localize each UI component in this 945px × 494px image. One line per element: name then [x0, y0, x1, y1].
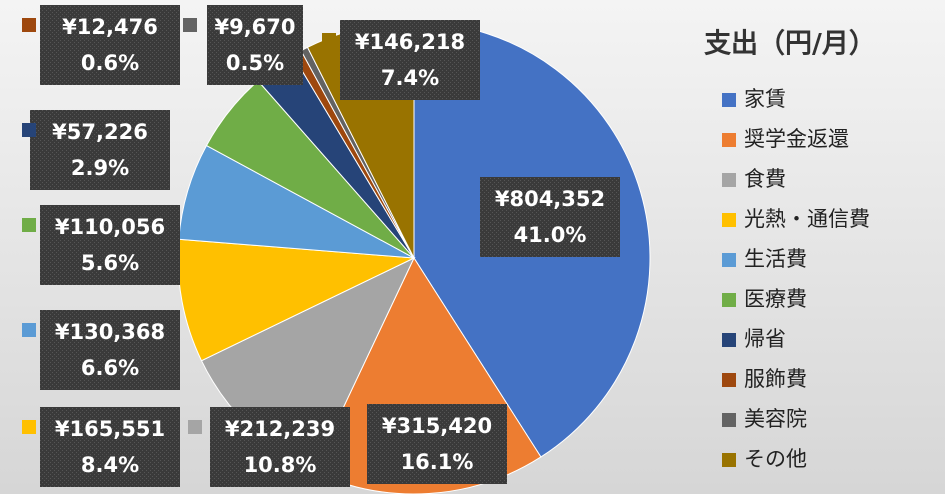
data-label-percent: 8.4% — [81, 453, 139, 477]
data-label-key — [22, 420, 36, 434]
data-label-percent: 2.9% — [71, 156, 129, 180]
data-label-box — [40, 310, 180, 390]
data-label-percent: 6.6% — [81, 356, 139, 380]
legend-label: 奨学金返還 — [744, 127, 849, 151]
data-label-percent: 16.1% — [401, 450, 474, 474]
data-label-value: ¥146,218 — [355, 30, 465, 54]
legend-swatch — [722, 333, 736, 347]
data-label-value: ¥12,476 — [62, 15, 158, 39]
data-label-box — [340, 20, 480, 100]
data-label-box — [40, 5, 180, 85]
legend-label: 服飾費 — [744, 367, 807, 391]
legend-swatch — [722, 93, 736, 107]
data-label-percent: 5.6% — [81, 251, 139, 275]
data-label-value: ¥57,226 — [52, 120, 148, 144]
legend-label: 帰省 — [744, 327, 786, 351]
data-label-value: ¥110,056 — [55, 215, 165, 239]
data-label-key — [22, 18, 36, 32]
data-label-key — [183, 18, 197, 32]
legend-swatch — [722, 413, 736, 427]
legend-label: 美容院 — [744, 407, 807, 431]
legend-swatch — [722, 133, 736, 147]
legend-label: その他 — [744, 447, 807, 471]
data-label-percent: 41.0% — [514, 223, 587, 247]
data-label-key — [188, 420, 202, 434]
data-label-box — [30, 110, 170, 190]
data-labels: ¥804,352 41.0% ¥315,420 16.1% ¥212,239 10.8% ¥… — [22, 5, 620, 487]
data-label-value: ¥130,368 — [55, 320, 165, 344]
data-label-percent: 7.4% — [381, 66, 439, 90]
data-label-percent: 10.8% — [244, 453, 317, 477]
data-label-value: ¥804,352 — [495, 187, 605, 211]
data-label-value: ¥315,420 — [382, 414, 492, 438]
data-label-box — [367, 404, 507, 484]
data-label-box — [480, 177, 620, 257]
data-label-box — [40, 407, 180, 487]
legend-label: 光熱・通信費 — [744, 207, 870, 231]
data-label-value: ¥165,551 — [55, 417, 165, 441]
legend-label: 食費 — [744, 167, 786, 191]
legend-swatch — [722, 213, 736, 227]
data-label-value: ¥9,670 — [214, 15, 295, 39]
data-label-percent: 0.5% — [226, 51, 284, 75]
legend-swatch — [722, 173, 736, 187]
legend-swatch — [722, 293, 736, 307]
legend-label: 家賃 — [744, 87, 786, 111]
data-label-value: ¥212,239 — [225, 417, 335, 441]
data-label-key — [22, 123, 36, 137]
legend-label: 生活費 — [744, 247, 807, 271]
legend-title: 支出（円/月） — [704, 29, 876, 60]
legend-label: 医療費 — [744, 287, 807, 311]
legend-swatch — [722, 253, 736, 267]
data-label-key — [22, 218, 36, 232]
legend-swatch — [722, 373, 736, 387]
data-label-box — [40, 205, 180, 285]
legend-swatch — [722, 453, 736, 467]
data-label-key — [322, 33, 336, 47]
data-label-percent: 0.6% — [81, 51, 139, 75]
data-label-box — [207, 5, 303, 85]
data-label-key — [22, 323, 36, 337]
data-label-box — [210, 407, 350, 487]
